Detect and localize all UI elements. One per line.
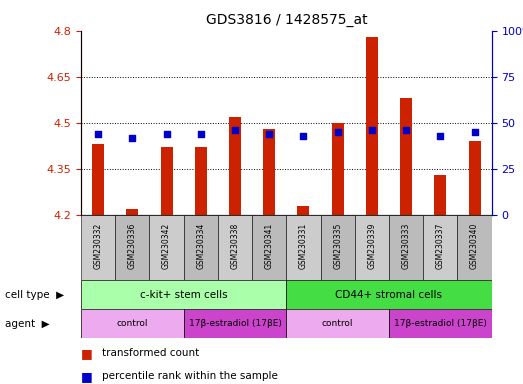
Text: CD44+ stromal cells: CD44+ stromal cells	[335, 290, 442, 300]
Text: GSM230341: GSM230341	[265, 223, 274, 269]
Text: ■: ■	[81, 347, 97, 360]
Bar	[263, 129, 275, 215]
Bar	[195, 147, 207, 215]
Bar	[252, 215, 286, 280]
Text: GSM230332: GSM230332	[94, 223, 103, 269]
Point	[334, 129, 342, 135]
Point	[299, 133, 308, 139]
Point	[470, 129, 479, 135]
Bar	[400, 98, 412, 215]
Bar	[115, 215, 150, 280]
Text: GSM230333: GSM230333	[402, 223, 411, 269]
Text: agent  ▶: agent ▶	[5, 318, 50, 329]
Bar	[218, 215, 252, 280]
Bar	[298, 206, 310, 215]
Bar	[127, 209, 139, 215]
Bar	[286, 309, 389, 338]
Text: ■: ■	[81, 370, 97, 383]
Text: GSM230337: GSM230337	[436, 223, 445, 269]
Bar	[389, 309, 492, 338]
Bar	[229, 117, 241, 215]
Text: GSM230335: GSM230335	[333, 223, 342, 269]
Text: GSM230339: GSM230339	[367, 223, 377, 269]
Bar	[434, 175, 446, 215]
Bar	[92, 144, 104, 215]
Point	[128, 134, 137, 141]
Bar	[355, 215, 389, 280]
Text: control: control	[117, 319, 148, 328]
Bar	[469, 141, 481, 215]
Bar	[321, 215, 355, 280]
Text: cell type  ▶: cell type ▶	[5, 290, 64, 300]
Text: c-kit+ stem cells: c-kit+ stem cells	[140, 290, 228, 300]
Text: percentile rank within the sample: percentile rank within the sample	[102, 371, 278, 381]
Bar	[366, 37, 378, 215]
Point	[197, 131, 205, 137]
Bar	[161, 147, 173, 215]
Text: GSM230334: GSM230334	[196, 223, 206, 269]
Text: GSM230342: GSM230342	[162, 223, 171, 269]
Point	[231, 127, 239, 133]
Bar	[184, 309, 286, 338]
Bar	[286, 215, 321, 280]
Text: transformed count: transformed count	[102, 348, 199, 358]
Text: GSM230338: GSM230338	[231, 223, 240, 269]
Bar	[150, 215, 184, 280]
Text: 17β-estradiol (17βE): 17β-estradiol (17βE)	[189, 319, 281, 328]
Point	[94, 131, 103, 137]
Text: GSM230340: GSM230340	[470, 223, 479, 269]
Text: 17β-estradiol (17βE): 17β-estradiol (17βE)	[394, 319, 487, 328]
Bar	[81, 215, 115, 280]
Point	[265, 131, 274, 137]
Text: GSM230331: GSM230331	[299, 223, 308, 269]
Bar	[286, 280, 492, 309]
Point	[368, 127, 376, 133]
Text: control: control	[322, 319, 354, 328]
Bar	[423, 215, 458, 280]
Text: GSM230336: GSM230336	[128, 223, 137, 269]
Bar	[81, 280, 286, 309]
Point	[436, 133, 445, 139]
Title: GDS3816 / 1428575_at: GDS3816 / 1428575_at	[206, 13, 367, 27]
Point	[163, 131, 171, 137]
Point	[402, 127, 410, 133]
Bar	[184, 215, 218, 280]
Bar	[458, 215, 492, 280]
Bar	[332, 123, 344, 215]
Bar	[389, 215, 423, 280]
Bar	[81, 309, 184, 338]
